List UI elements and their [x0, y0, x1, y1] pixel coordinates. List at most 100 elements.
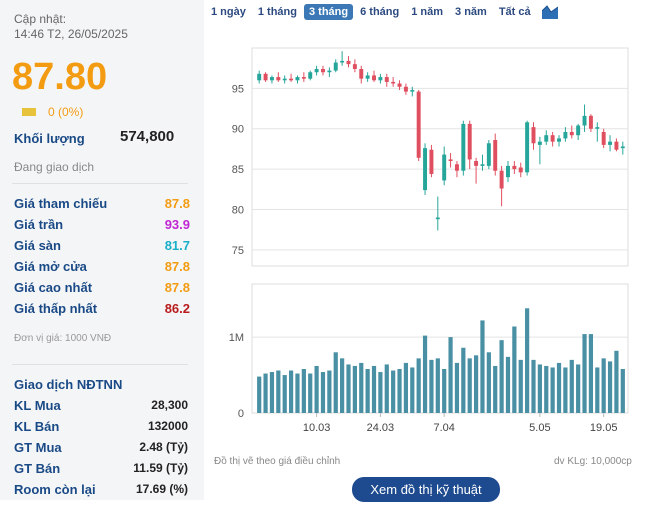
candle-body [512, 165, 517, 170]
y-tick-label: 90 [232, 124, 244, 136]
adjusted-price-note: Đồ thị vẽ theo giá điều chỉnh [214, 456, 341, 467]
foreign-row: KL Mua 28,300 [14, 398, 188, 413]
candle [512, 161, 517, 174]
tab-period[interactable]: 3 tháng [303, 4, 354, 20]
volume-bar [429, 359, 434, 413]
candle [506, 161, 510, 183]
volume-bar [327, 370, 332, 413]
candle-body [620, 146, 625, 149]
candle-body [531, 127, 536, 144]
tab-period[interactable]: 1 ngày [211, 6, 246, 18]
candle [454, 161, 459, 178]
candle [544, 130, 549, 145]
volume-tick-label: 0 [238, 408, 244, 420]
candle-body [416, 91, 421, 158]
tab-period[interactable]: Tất cả [498, 6, 531, 18]
candle [537, 136, 542, 165]
price-row-label: Giá cao nhất [14, 280, 93, 295]
foreign-row: GT Bán 11.59 (Tỷ) [14, 461, 188, 476]
candle [467, 120, 472, 170]
price-row-value: 93.9 [164, 217, 190, 232]
volume-bar [448, 337, 453, 413]
candle-body [569, 131, 574, 136]
price-row-label: Giá tham chiếu [14, 196, 108, 211]
candle-body [429, 149, 434, 174]
price-unit-note: Đơn vị giá: 1000 VNĐ [14, 333, 112, 344]
volume-bar [563, 367, 568, 413]
candle [550, 131, 555, 147]
candle [301, 72, 306, 82]
price-row: Giá mở cửa 87.8 [14, 259, 190, 274]
candle-body [518, 167, 523, 173]
tab-period[interactable]: 6 tháng [360, 6, 400, 18]
volume-bar [525, 308, 530, 413]
chart-type-icon[interactable] [541, 5, 558, 19]
candle [410, 86, 415, 97]
volume-bar [518, 359, 523, 413]
candle [601, 128, 606, 149]
candle [295, 75, 300, 84]
candle [282, 75, 287, 84]
candle-body [442, 154, 447, 181]
volume-bar [384, 364, 389, 413]
candle-body [499, 170, 504, 189]
volume-bar [282, 375, 287, 413]
price-change-value: 0 (0%) [48, 105, 84, 119]
volume-bar [614, 350, 619, 413]
candle-body [506, 165, 510, 178]
volume-bar [576, 364, 581, 413]
divider [12, 183, 188, 184]
price-volume-chart: 75 80 85 90 95 0 1M 10.03 24.03 7.04 5.05 19.05 [229, 47, 629, 434]
volume-bar [544, 365, 549, 413]
foreign-row-label: KL Mua [14, 398, 61, 413]
candle-body [327, 70, 332, 73]
tab-period[interactable]: 1 năm [411, 6, 444, 18]
volume-bar [295, 373, 300, 413]
candle-body [448, 159, 453, 162]
candle-body [384, 77, 389, 82]
volume-panel-frame [251, 283, 629, 414]
candle-body [525, 122, 530, 173]
volume-grid: 0 1M [229, 283, 629, 420]
price-row-value: 87.8 [164, 280, 190, 295]
candle [569, 125, 574, 139]
price-row: Giá tham chiếu 87.8 [14, 196, 190, 211]
tab-period[interactable]: 3 năm [455, 6, 487, 18]
candle-body [333, 62, 338, 71]
price-row-label: Giá mở cửa [14, 259, 87, 274]
volume-bar [371, 365, 377, 413]
technical-chart-button[interactable]: Xem đồ thị kỹ thuật [352, 477, 500, 502]
price-row-label: Giá trần [14, 217, 64, 232]
candle [563, 127, 568, 142]
foreign-row-label: Room còn lại [14, 482, 96, 497]
candle [429, 144, 434, 178]
candle-body [314, 68, 319, 73]
candle-body [576, 125, 581, 136]
volume-bar [493, 365, 498, 413]
period-tabs: 1 ngày 1 tháng 3 tháng 6 tháng 1 năm 3 năm Tất… [206, 4, 558, 20]
volume-bar [486, 352, 491, 413]
candle-body [435, 217, 440, 220]
volume-bar [378, 372, 383, 413]
volume-bar [473, 355, 479, 413]
foreign-row-value: 11.59 (Tỷ) [133, 461, 188, 475]
candle-body [588, 115, 593, 129]
foreign-row-value: 28,300 [151, 398, 188, 412]
volume-bar [346, 364, 351, 413]
tab-period[interactable]: 1 tháng [257, 6, 297, 18]
flat-change-icon [22, 108, 36, 116]
price-row-value: 87.8 [164, 259, 190, 274]
candle-body [557, 138, 561, 142]
candle-body [340, 60, 345, 63]
volume-bar [620, 368, 625, 413]
candle-body [550, 135, 555, 142]
volume-bar [288, 370, 294, 413]
candle-body [595, 127, 600, 129]
candle [333, 59, 338, 73]
x-tick-label: 19.05 [590, 422, 618, 434]
candle [582, 104, 587, 132]
volume-bar [582, 334, 587, 413]
candle [276, 72, 281, 82]
price-row-label: Giá sàn [14, 238, 61, 253]
candle [620, 141, 625, 155]
